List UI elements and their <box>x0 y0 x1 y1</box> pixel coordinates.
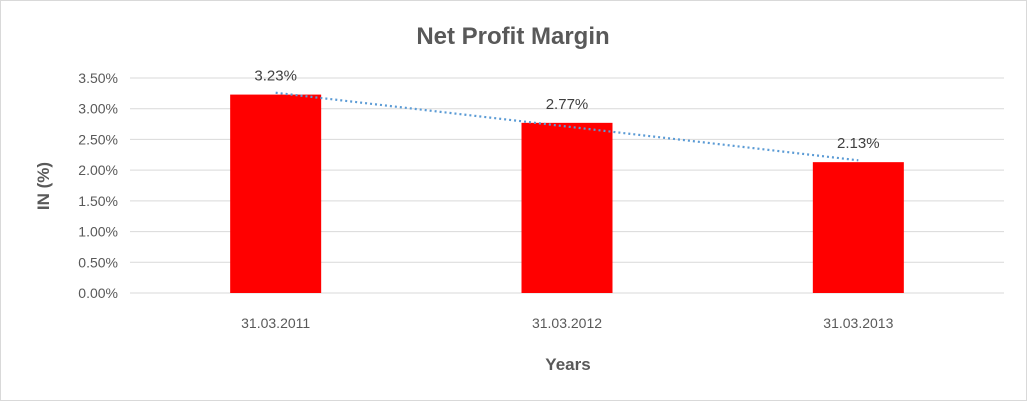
y-tick-label: 1.50% <box>78 193 118 209</box>
y-tick-label: 2.00% <box>78 162 118 178</box>
x-axis-ticks: 31.03.2011 31.03.2012 31.03.2013 <box>241 315 893 331</box>
y-tick-label: 0.00% <box>78 285 118 301</box>
x-tick-label: 31.03.2011 <box>241 315 310 331</box>
x-axis-title: Years <box>545 355 590 374</box>
chart-title: Net Profit Margin <box>416 23 609 50</box>
x-tick-label: 31.03.2013 <box>823 315 893 331</box>
bar <box>230 94 322 293</box>
data-label: 2.13% <box>837 135 880 152</box>
data-labels: 3.23% 2.77% 2.13% <box>254 68 879 153</box>
y-axis-title: IN (%) <box>34 162 53 210</box>
bar <box>812 162 904 293</box>
data-label: 2.77% <box>546 96 589 113</box>
y-tick-label: 1.00% <box>78 224 118 240</box>
x-tick-label: 31.03.2012 <box>532 315 602 331</box>
y-tick-label: 3.00% <box>78 101 118 117</box>
y-axis-ticks: 0.00% 0.50% 1.00% 1.50% 2.00% 2.50% 3.00% 3.50% <box>78 70 118 301</box>
y-tick-label: 3.50% <box>78 70 118 86</box>
data-label: 3.23% <box>254 68 297 85</box>
y-tick-label: 2.50% <box>78 131 118 147</box>
y-tick-label: 0.50% <box>78 254 118 270</box>
bars <box>230 94 904 293</box>
bar <box>521 122 613 293</box>
